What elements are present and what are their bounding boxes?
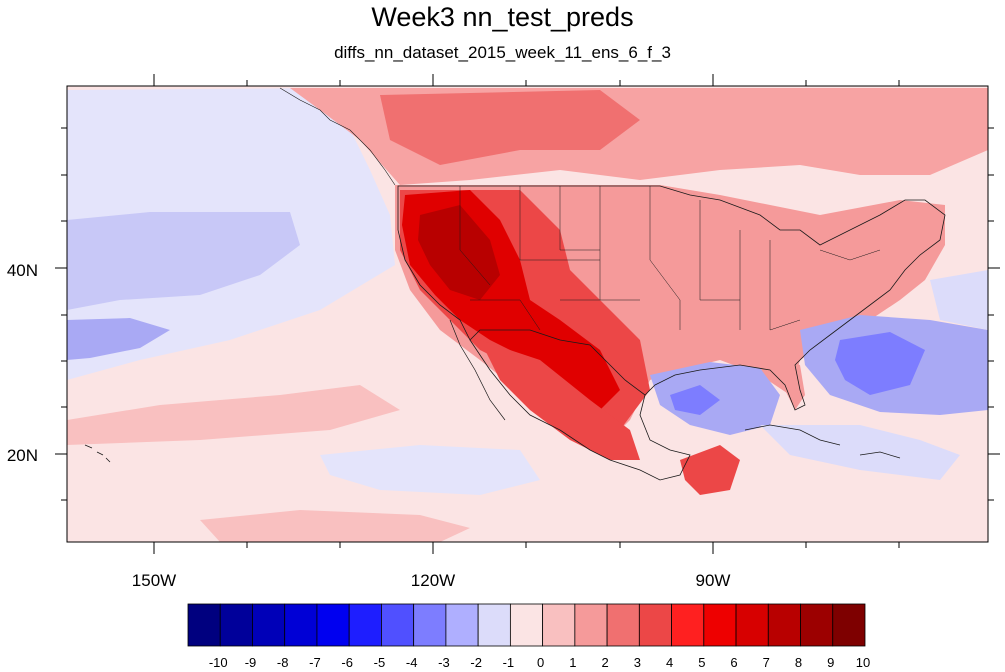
gulf-strong-cool [670, 385, 720, 415]
colorbar-box [187, 603, 221, 647]
colorbar-label: 3 [634, 655, 641, 670]
lon-label-90w: 90W [696, 571, 731, 590]
colorbar-label: -8 [277, 655, 289, 670]
colorbar-box [381, 603, 415, 647]
colorbar-label: -7 [309, 655, 321, 670]
colorbar-box [542, 603, 576, 647]
colorbar-label: 0 [537, 655, 544, 670]
colorbar-label: -1 [503, 655, 515, 670]
colorbar-box [445, 603, 479, 647]
hispaniola-outline [859, 451, 901, 459]
figure-subtitle: diffs_nn_dataset_2015_week_11_ens_6_f_3 [334, 43, 671, 62]
colorbar-label: -6 [341, 655, 353, 670]
colorbar: -10 -9 -8 -7 -6 -5 -4 -3 -2 -1 0 1 2 3 4 5 6 7 8 9 10 [187, 603, 870, 670]
baja-california [449, 319, 506, 421]
colorbar-label: -10 [209, 655, 228, 670]
mexico-warm-region [480, 340, 640, 460]
colorbar-box [284, 603, 318, 647]
colorbar-box [606, 603, 640, 647]
colorbar-box [348, 603, 382, 647]
colorbar-label: 6 [730, 655, 737, 670]
colorbar-label: -4 [406, 655, 418, 670]
state-boundaries [459, 186, 881, 331]
figure-title: Week3 nn_test_preds [371, 2, 634, 32]
lat-label-20n: 20N [7, 446, 38, 465]
mexico-outline [469, 339, 691, 481]
colorbar-label: -2 [470, 655, 482, 670]
colorbar-label: 4 [666, 655, 673, 670]
atlantic-strong-cool [835, 332, 925, 395]
colorbar-label: 7 [763, 655, 770, 670]
axis-tick-marks [55, 74, 1000, 554]
colorbar-box [252, 603, 286, 647]
colorbar-label: 10 [856, 655, 870, 670]
us-outline [397, 185, 946, 411]
cuba-outline [744, 424, 841, 446]
colorbar-label: -5 [374, 655, 386, 670]
caribbean-warm-patch [680, 445, 740, 495]
colorbar-box [509, 603, 544, 647]
colorbar-box [477, 603, 511, 647]
colorbar-label: -9 [245, 655, 257, 670]
colorbar-box [638, 603, 672, 647]
lat-label-40n: 40N [7, 261, 38, 280]
colorbar-label: 9 [827, 655, 834, 670]
lon-label-120w: 120W [411, 571, 455, 590]
atlantic-slight-cool [930, 270, 988, 330]
caribbean-cool-area [760, 425, 960, 480]
southern-warm-band [200, 510, 470, 542]
colorbar-box [574, 603, 608, 647]
pacific-cool-region [67, 212, 300, 310]
great-basin-extreme-warm [418, 205, 500, 300]
pacific-warm-band [67, 385, 400, 445]
lon-label-150w: 150W [132, 571, 176, 590]
colorbar-label: 8 [795, 655, 802, 670]
colorbar-label: 1 [569, 655, 576, 670]
colorbar-label: 2 [601, 655, 608, 670]
southern-cool-patch [320, 445, 540, 495]
colorbar-label: 5 [698, 655, 705, 670]
canada-coast [279, 87, 396, 186]
colorbar-label: -3 [438, 655, 450, 670]
colorbar-box [703, 603, 737, 647]
hawaii-islands [84, 444, 111, 463]
colorbar-box [832, 603, 866, 647]
colorbar-box [671, 603, 705, 647]
colorbar-box [800, 603, 834, 647]
colorbar-box [767, 603, 801, 647]
pacific-cool-band [67, 318, 170, 360]
map-frame [66, 85, 989, 543]
colorbar-box [316, 603, 350, 647]
colorbar-box [413, 603, 447, 647]
canada-stronger-warm [380, 90, 640, 165]
colorbar-box [735, 603, 769, 647]
colorbar-box [219, 603, 253, 647]
anomaly-map-field [67, 86, 988, 542]
